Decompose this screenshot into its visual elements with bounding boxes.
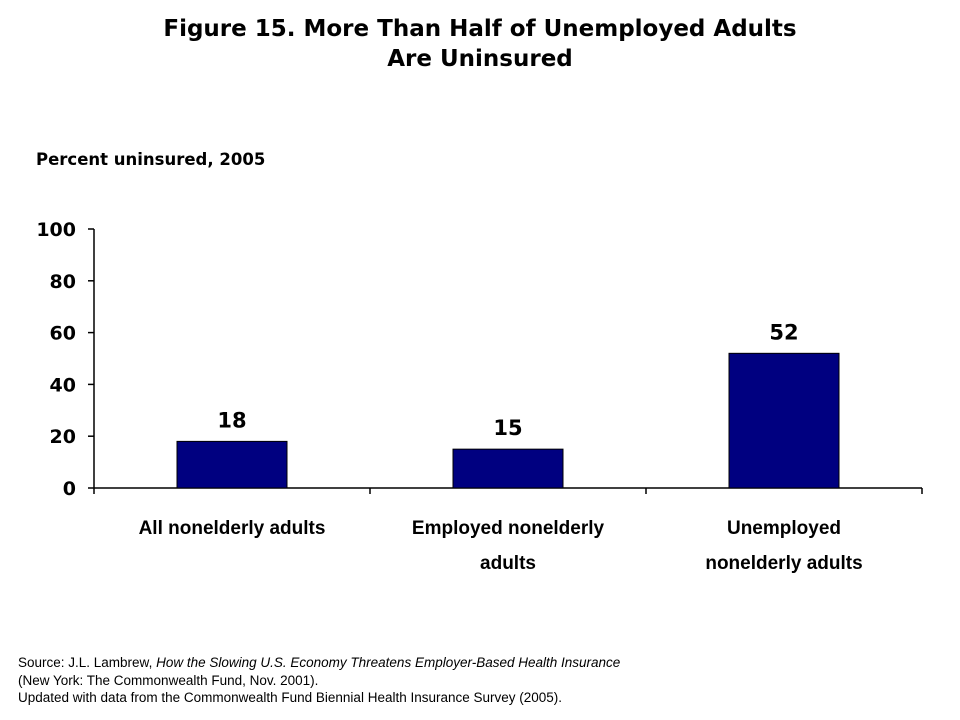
data-label: 52: [769, 320, 798, 344]
x-category-label: All nonelderly adults: [139, 518, 326, 539]
x-category-label-line: adults: [480, 553, 536, 574]
x-category-label: Unemployed nonelderly adults: [705, 518, 862, 574]
y-tick-label: 0: [63, 478, 76, 500]
bar: [452, 448, 564, 489]
x-category-label-line: nonelderly adults: [705, 553, 862, 574]
source-line-2: (New York: The Commonwealth Fund, Nov. 2…: [18, 672, 319, 688]
bar: [728, 352, 840, 489]
source-line-1: Source: J.L. Lambrew, How the Slowing U.…: [18, 654, 620, 672]
source-note: Source: J.L. Lambrew, How the Slowing U.…: [18, 654, 620, 707]
x-category-label-line: Unemployed: [727, 518, 841, 539]
y-tick-label: 20: [50, 426, 76, 448]
y-tick-label: 80: [50, 271, 76, 293]
chart-title-line-2: Are Uninsured: [387, 46, 573, 72]
data-label: 18: [217, 408, 246, 432]
source-title: How the Slowing U.S. Economy Threatens E…: [156, 655, 621, 670]
y-axis-label: Percent uninsured, 2005: [36, 150, 266, 169]
chart-title-line-1: Figure 15. More Than Half of Unemployed …: [163, 16, 797, 42]
data-label: 15: [493, 416, 522, 440]
x-category-label: Employed nonelderly adults: [412, 518, 605, 574]
source-line-3: Updated with data from the Commonwealth …: [18, 690, 563, 705]
y-tick-label: 40: [50, 374, 76, 396]
x-category-label-line: Employed nonelderly: [412, 518, 605, 539]
bar: [176, 440, 288, 489]
y-tick-label: 60: [50, 323, 76, 345]
source-prefix: Source: J.L. Lambrew,: [18, 655, 157, 670]
chart-title: Figure 15. More Than Half of Unemployed …: [0, 14, 960, 74]
y-tick-label: 100: [36, 219, 76, 241]
x-category-label-line: All nonelderly adults: [139, 518, 326, 539]
